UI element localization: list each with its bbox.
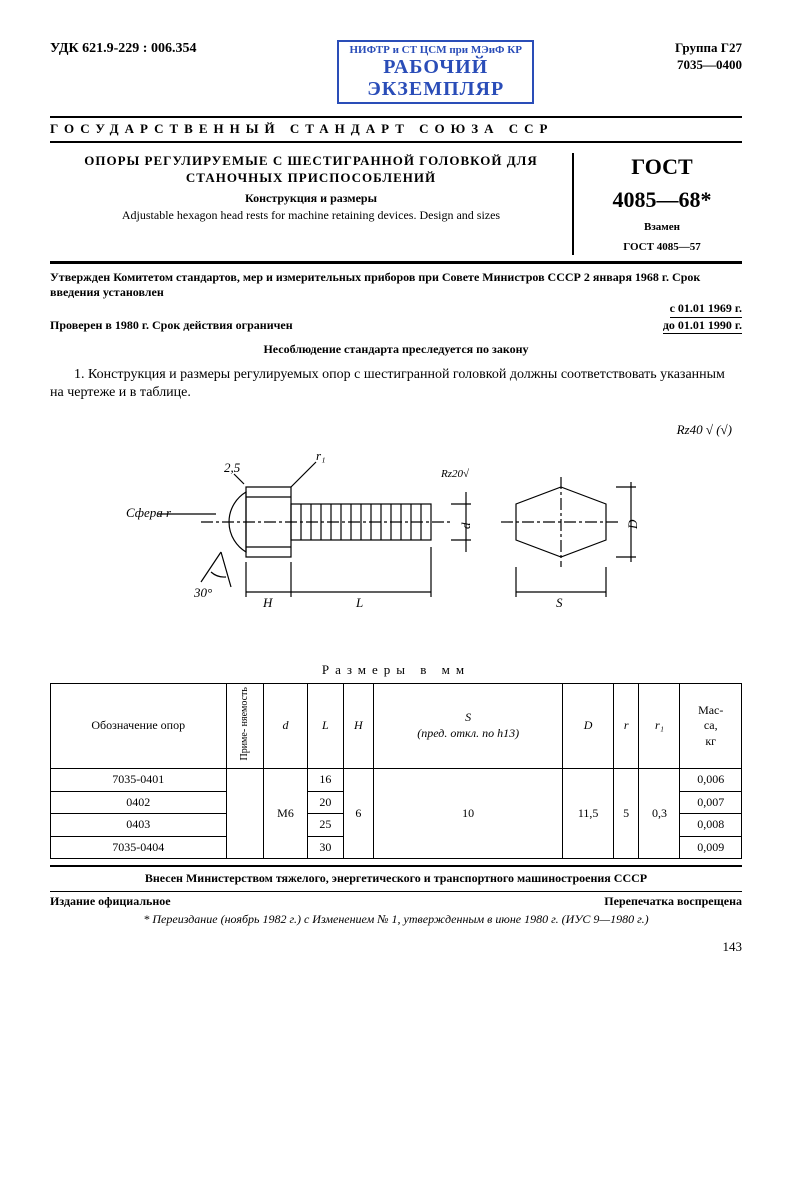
group-column: Группа Г27 7035—0400 xyxy=(675,40,742,74)
col-applicability: Приме- няемость xyxy=(226,684,264,769)
cell-L: 25 xyxy=(307,814,343,837)
cell-applicability xyxy=(226,769,264,859)
cell-mass: 0,007 xyxy=(680,791,742,814)
ministry-text: Внесен Министерством тяжелого, энергетич… xyxy=(50,867,742,891)
rz40-mark: Rz40 √ (√) xyxy=(677,422,732,439)
col-mass: Мас- са, кг xyxy=(680,684,742,769)
group-label: Группа Г27 xyxy=(675,40,742,57)
until-date: до 01.01 1990 г. xyxy=(663,318,742,335)
dim-D: D xyxy=(625,519,640,530)
table-header-row: Обозначение опор Приме- няемость d L H S… xyxy=(51,684,742,769)
cell-mass: 0,006 xyxy=(680,769,742,792)
reprint-label: Перепечатка воспрещена xyxy=(604,894,742,910)
dim-25: 2,5 xyxy=(224,460,241,475)
rz20: Rz20√ xyxy=(440,468,470,480)
dim-S: S xyxy=(556,595,563,610)
title-left: ОПОРЫ РЕГУЛИРУЕМЫЕ С ШЕСТИГРАННОЙ ГОЛОВК… xyxy=(50,153,572,255)
cell-L: 16 xyxy=(307,769,343,792)
gost-label: ГОСТ xyxy=(582,153,742,182)
sphere-label: Сфера r xyxy=(126,505,172,520)
edition-label: Издание официальное xyxy=(50,894,171,910)
from-date: с 01.01 1969 г. xyxy=(670,301,742,318)
divider xyxy=(50,261,742,264)
stamp-line2: ЭКЗЕМПЛЯР xyxy=(349,78,521,100)
cell-d: М6 xyxy=(264,769,308,859)
header-row: УДК 621.9-229 : 006.354 НИФТР и СТ ЦСМ п… xyxy=(50,40,742,104)
table-row: 7035-0401 М6 16 6 10 11,5 5 0,3 0,006 xyxy=(51,769,742,792)
title-russian: ОПОРЫ РЕГУЛИРУЕМЫЕ С ШЕСТИГРАННОЙ ГОЛОВК… xyxy=(50,153,572,187)
cell-r1: 0,3 xyxy=(639,769,680,859)
cell-L: 30 xyxy=(307,836,343,859)
title-english: Adjustable hexagon head rests for machin… xyxy=(50,208,572,224)
dim-H: H xyxy=(262,595,273,610)
col-r1: r₁ xyxy=(639,684,680,769)
col-L: L xyxy=(307,684,343,769)
cell-code: 7035-0401 xyxy=(51,769,227,792)
gost-number: 4085—68* xyxy=(582,186,742,215)
page-number: 143 xyxy=(50,939,742,956)
approval-text: Утвержден Комитетом стандартов, мер и из… xyxy=(50,270,742,301)
technical-drawing: Rz40 √ (√) xyxy=(50,422,742,642)
dim-L: L xyxy=(355,595,363,610)
date-row-from: с 01.01 1969 г. xyxy=(50,301,742,318)
stamp-box: НИФТР и СТ ЦСМ при МЭиФ КР РАБОЧИЙ ЭКЗЕМ… xyxy=(337,40,533,104)
cell-L: 20 xyxy=(307,791,343,814)
col-H: H xyxy=(343,684,373,769)
cell-code: 0403 xyxy=(51,814,227,837)
date-row-until: Проверен в 1980 г. Срок действия огранич… xyxy=(50,318,742,335)
col-S: S (пред. откл. по h13) xyxy=(373,684,562,769)
cell-mass: 0,008 xyxy=(680,814,742,837)
edition-row: Издание официальное Перепечатка воспреще… xyxy=(50,891,742,910)
vzamen-label: Взамен xyxy=(582,220,742,234)
bolt-drawing-svg: Сфера r 2,5 r₁ 30° H L d Rz20√ D S xyxy=(116,422,676,622)
header-code: 7035—0400 xyxy=(675,57,742,74)
title-sub: Конструкция и размеры xyxy=(50,191,572,207)
cell-mass: 0,009 xyxy=(680,836,742,859)
checked-text: Проверен в 1980 г. Срок действия огранич… xyxy=(50,318,293,335)
cell-r: 5 xyxy=(613,769,639,859)
angle-30: 30° xyxy=(193,585,212,600)
col-r: r xyxy=(613,684,639,769)
footnote: * Переиздание (ноябрь 1982 г.) с Изменен… xyxy=(50,912,742,928)
stamp-top: НИФТР и СТ ЦСМ при МЭиФ КР xyxy=(349,44,521,56)
cell-code: 0402 xyxy=(51,791,227,814)
cell-D: 11,5 xyxy=(563,769,614,859)
paragraph-1: 1. Конструкция и размеры регулируемых оп… xyxy=(50,366,742,402)
stamp-line1: РАБОЧИЙ xyxy=(349,56,521,78)
cell-H: 6 xyxy=(343,769,373,859)
law-warning: Несоблюдение стандарта преследуется по з… xyxy=(50,342,742,358)
col-D: D xyxy=(563,684,614,769)
table-caption: Размеры в мм xyxy=(50,662,742,679)
dim-d: d xyxy=(458,522,473,529)
cell-code: 7035-0404 xyxy=(51,836,227,859)
r1-label: r₁ xyxy=(316,448,326,463)
sizes-table: Обозначение опор Приме- няемость d L H S… xyxy=(50,683,742,859)
col-designation: Обозначение опор xyxy=(51,684,227,769)
col-d: d xyxy=(264,684,308,769)
cell-S: 10 xyxy=(373,769,562,859)
udk-code: УДК 621.9-229 : 006.354 xyxy=(50,40,196,58)
title-block: ОПОРЫ РЕГУЛИРУЕМЫЕ С ШЕСТИГРАННОЙ ГОЛОВК… xyxy=(50,153,742,255)
gost-column: ГОСТ 4085—68* Взамен ГОСТ 4085—57 xyxy=(572,153,742,255)
vzamen-gost: ГОСТ 4085—57 xyxy=(582,240,742,254)
state-standard-banner: ГОСУДАРСТВЕННЫЙ СТАНДАРТ СОЮЗА ССР xyxy=(50,116,742,143)
